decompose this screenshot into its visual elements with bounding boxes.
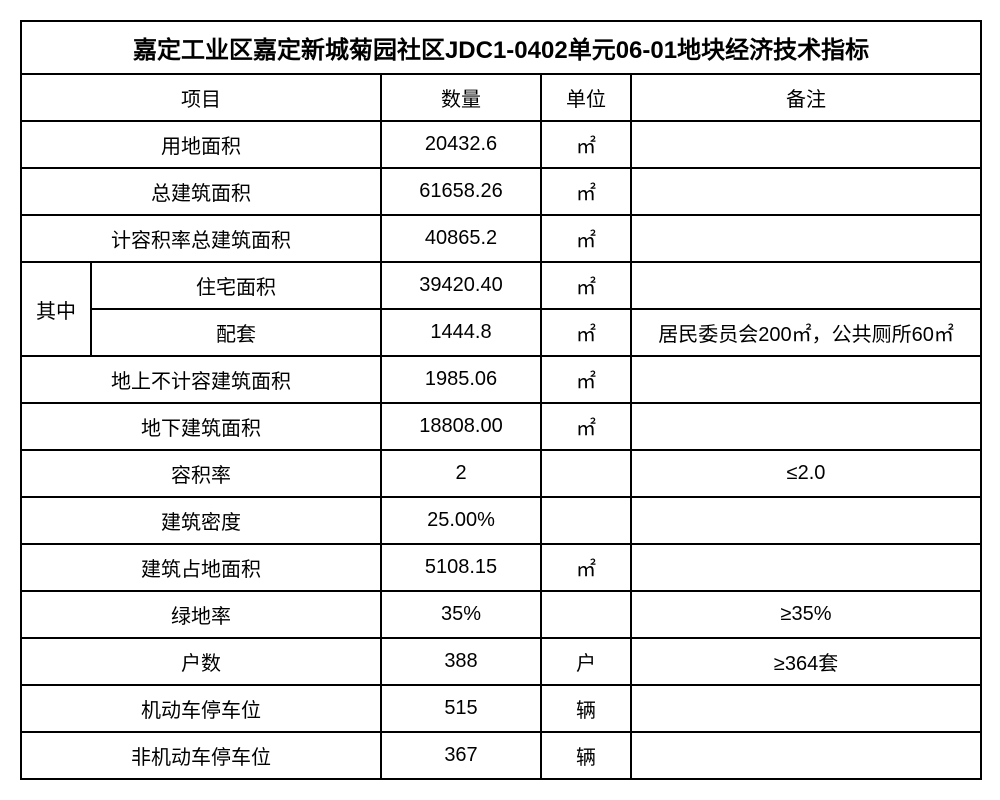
row-name: 住宅面积 <box>91 262 381 309</box>
row-note: ≥364套 <box>631 638 981 685</box>
header-row: 项目 数量 单位 备注 <box>21 74 981 121</box>
row-name: 建筑密度 <box>21 497 381 544</box>
row-unit <box>541 497 631 544</box>
row-qty: 388 <box>381 638 541 685</box>
row-qty: 1985.06 <box>381 356 541 403</box>
row-unit: ㎡ <box>541 168 631 215</box>
table-row: 用地面积 20432.6 ㎡ <box>21 121 981 168</box>
table-row: 建筑密度 25.00% <box>21 497 981 544</box>
header-unit: 单位 <box>541 74 631 121</box>
row-qty: 20432.6 <box>381 121 541 168</box>
table-row: 地下建筑面积 18808.00 ㎡ <box>21 403 981 450</box>
row-name: 地下建筑面积 <box>21 403 381 450</box>
row-qty: 2 <box>381 450 541 497</box>
table-row: 计容积率总建筑面积 40865.2 ㎡ <box>21 215 981 262</box>
row-name: 建筑占地面积 <box>21 544 381 591</box>
row-qty: 367 <box>381 732 541 779</box>
table-row: 地上不计容建筑面积 1985.06 ㎡ <box>21 356 981 403</box>
row-qty: 515 <box>381 685 541 732</box>
table-row: 其中 住宅面积 39420.40 ㎡ <box>21 262 981 309</box>
table-row: 绿地率 35% ≥35% <box>21 591 981 638</box>
row-note <box>631 544 981 591</box>
row-name: 非机动车停车位 <box>21 732 381 779</box>
sublabel-cell: 其中 <box>21 262 91 356</box>
row-note <box>631 497 981 544</box>
row-unit: ㎡ <box>541 262 631 309</box>
row-note <box>631 403 981 450</box>
row-unit: 户 <box>541 638 631 685</box>
table-row: 非机动车停车位 367 辆 <box>21 732 981 779</box>
row-unit: ㎡ <box>541 403 631 450</box>
row-qty: 18808.00 <box>381 403 541 450</box>
row-name: 绿地率 <box>21 591 381 638</box>
row-note <box>631 215 981 262</box>
row-note: ≥35% <box>631 591 981 638</box>
row-qty: 35% <box>381 591 541 638</box>
row-note <box>631 168 981 215</box>
row-qty: 39420.40 <box>381 262 541 309</box>
row-qty: 1444.8 <box>381 309 541 356</box>
row-note: 居民委员会200㎡，公共厕所60㎡ <box>631 309 981 356</box>
row-unit: ㎡ <box>541 356 631 403</box>
row-name: 配套 <box>91 309 381 356</box>
table-row: 建筑占地面积 5108.15 ㎡ <box>21 544 981 591</box>
row-note: ≤2.0 <box>631 450 981 497</box>
table-title: 嘉定工业区嘉定新城菊园社区JDC1-0402单元06-01地块经济技术指标 <box>21 21 981 74</box>
row-unit: ㎡ <box>541 121 631 168</box>
header-quantity: 数量 <box>381 74 541 121</box>
indicators-table: 嘉定工业区嘉定新城菊园社区JDC1-0402单元06-01地块经济技术指标 项目… <box>20 20 982 780</box>
row-unit: 辆 <box>541 685 631 732</box>
row-note <box>631 356 981 403</box>
row-note <box>631 685 981 732</box>
table-row: 总建筑面积 61658.26 ㎡ <box>21 168 981 215</box>
row-qty: 61658.26 <box>381 168 541 215</box>
row-note <box>631 121 981 168</box>
header-note: 备注 <box>631 74 981 121</box>
row-unit <box>541 450 631 497</box>
table-row: 容积率 2 ≤2.0 <box>21 450 981 497</box>
row-note <box>631 732 981 779</box>
row-unit: ㎡ <box>541 309 631 356</box>
table-row: 户数 388 户 ≥364套 <box>21 638 981 685</box>
row-unit: ㎡ <box>541 544 631 591</box>
title-row: 嘉定工业区嘉定新城菊园社区JDC1-0402单元06-01地块经济技术指标 <box>21 21 981 74</box>
row-qty: 40865.2 <box>381 215 541 262</box>
row-unit <box>541 591 631 638</box>
row-name: 机动车停车位 <box>21 685 381 732</box>
table-row: 机动车停车位 515 辆 <box>21 685 981 732</box>
row-qty: 25.00% <box>381 497 541 544</box>
row-name: 容积率 <box>21 450 381 497</box>
row-note <box>631 262 981 309</box>
row-name: 地上不计容建筑面积 <box>21 356 381 403</box>
row-name: 用地面积 <box>21 121 381 168</box>
row-qty: 5108.15 <box>381 544 541 591</box>
header-project: 项目 <box>21 74 381 121</box>
row-name: 计容积率总建筑面积 <box>21 215 381 262</box>
row-name: 户数 <box>21 638 381 685</box>
row-name: 总建筑面积 <box>21 168 381 215</box>
row-unit: 辆 <box>541 732 631 779</box>
row-unit: ㎡ <box>541 215 631 262</box>
table-row: 配套 1444.8 ㎡ 居民委员会200㎡，公共厕所60㎡ <box>21 309 981 356</box>
